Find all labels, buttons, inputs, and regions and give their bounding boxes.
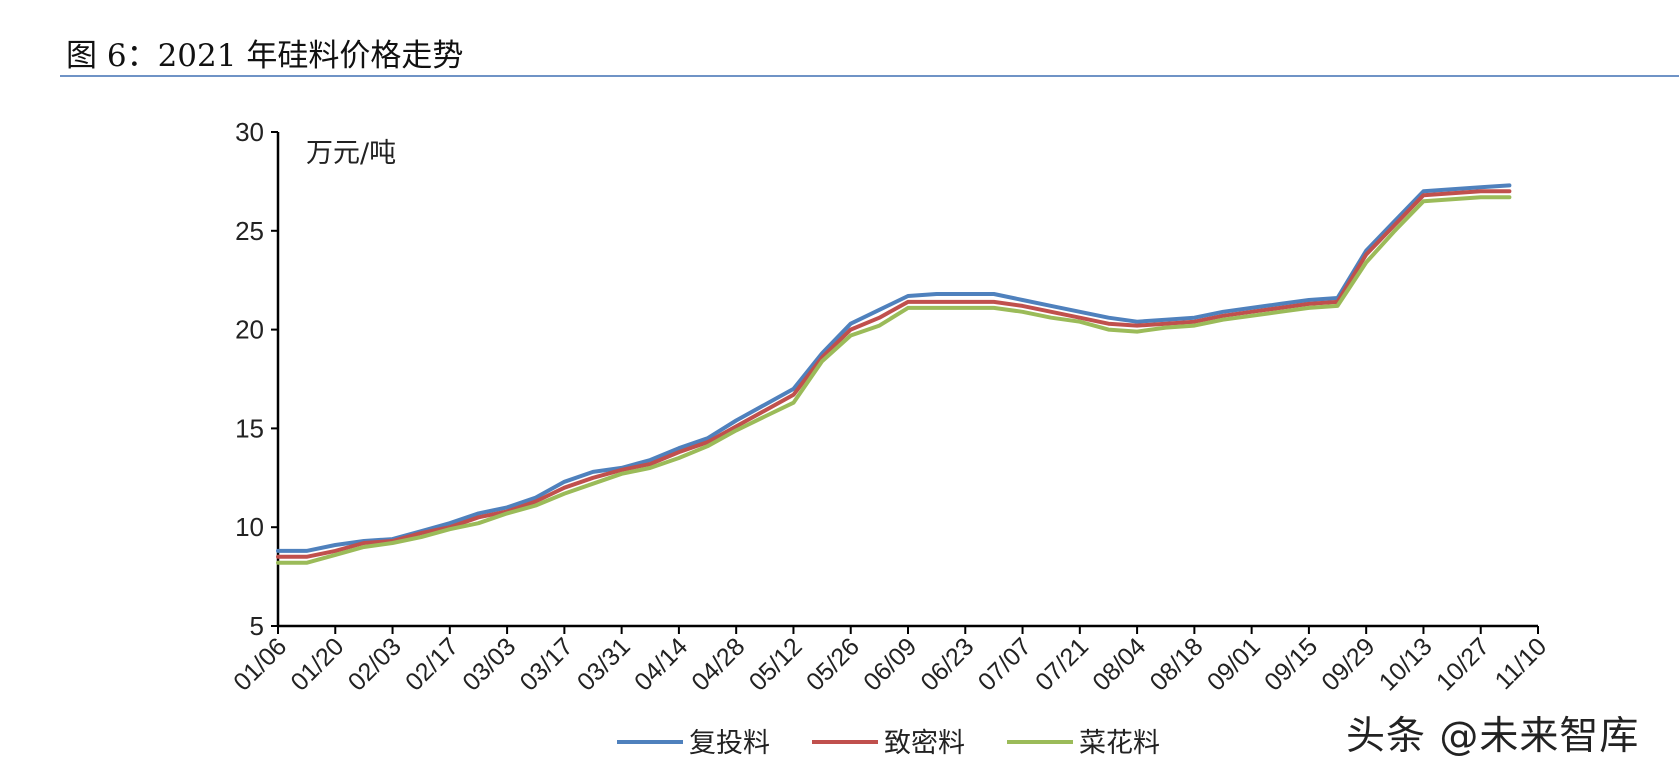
chart-lines xyxy=(276,183,1512,565)
x-tick-label: 09/29 xyxy=(1316,632,1380,696)
x-tick-label: 05/26 xyxy=(801,632,865,696)
x-tick-label: 06/09 xyxy=(858,632,922,696)
x-tick-label: 02/17 xyxy=(400,632,464,696)
x-tick-label: 01/06 xyxy=(228,632,292,696)
chart-axes: 5 10 15 20 25 30 01/0601/2002/0302/1703/0303/1… xyxy=(228,117,1552,696)
x-tick-label: 08/04 xyxy=(1087,632,1151,696)
x-tick-label: 07/07 xyxy=(973,632,1037,696)
x-tick-label: 09/01 xyxy=(1202,632,1266,696)
x-tick-label: 04/28 xyxy=(686,632,750,696)
series-line-3 xyxy=(276,195,1512,565)
series-line-2 xyxy=(276,189,1512,559)
x-tick-label: 09/15 xyxy=(1259,632,1323,696)
x-tick-label: 08/18 xyxy=(1145,632,1209,696)
x-tick-label: 11/10 xyxy=(1490,632,1553,695)
legend-label-3: 菜花料 xyxy=(1079,728,1160,759)
y-tick-label: 20 xyxy=(235,315,264,345)
x-tick-label: 01/20 xyxy=(285,632,349,696)
x-tick-label: 10/13 xyxy=(1374,632,1438,696)
watermark: 头条 @未来智库 xyxy=(1346,714,1640,759)
y-tick-label: 10 xyxy=(235,512,264,542)
x-tick-label: 03/03 xyxy=(457,632,521,696)
unit-label: 万元/吨 xyxy=(306,138,396,169)
x-tick-label: 05/12 xyxy=(744,632,808,696)
legend-label-2: 致密料 xyxy=(884,728,965,759)
y-tick-label: 30 xyxy=(235,117,264,147)
x-tick-label: 07/21 xyxy=(1030,632,1094,696)
legend-label-1: 复投料 xyxy=(689,728,770,759)
y-tick-label: 25 xyxy=(235,216,264,246)
x-tick-label: 04/14 xyxy=(629,632,693,696)
figure-title: 图 6：2021 年硅料价格走势 xyxy=(66,38,464,74)
x-tick-label: 03/17 xyxy=(515,632,579,696)
x-tick-label: 02/03 xyxy=(343,632,407,696)
title-divider xyxy=(60,75,1679,77)
y-tick-label: 5 xyxy=(250,611,264,641)
x-tick-label: 10/27 xyxy=(1431,632,1495,696)
y-tick-label: 15 xyxy=(235,413,264,443)
chart-legend: 复投料 致密料 菜花料 xyxy=(617,728,1160,759)
series-line-1 xyxy=(276,183,1512,553)
x-tick-label: 03/31 xyxy=(572,632,636,696)
x-tick-label: 06/23 xyxy=(915,632,979,696)
